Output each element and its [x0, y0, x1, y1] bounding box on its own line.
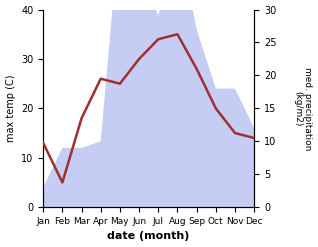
X-axis label: date (month): date (month) [107, 231, 190, 242]
Y-axis label: med. precipitation
(kg/m2): med. precipitation (kg/m2) [293, 67, 313, 150]
Y-axis label: max temp (C): max temp (C) [5, 75, 16, 142]
